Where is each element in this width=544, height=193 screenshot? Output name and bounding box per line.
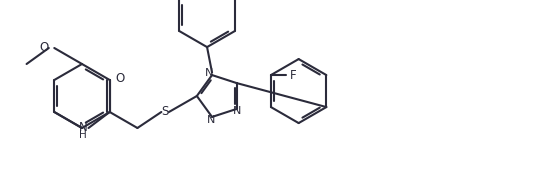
Text: O: O: [40, 41, 49, 54]
Text: F: F: [290, 69, 296, 82]
Text: S: S: [162, 105, 169, 118]
Text: O: O: [115, 73, 125, 85]
Text: N: N: [207, 115, 215, 125]
Text: N: N: [205, 68, 213, 78]
Text: N: N: [79, 121, 88, 134]
Text: N: N: [233, 106, 242, 116]
Text: H: H: [79, 130, 87, 141]
